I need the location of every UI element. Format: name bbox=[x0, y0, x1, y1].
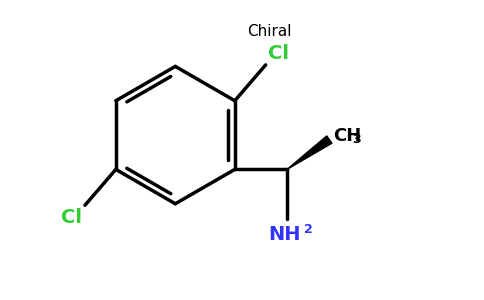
Text: Cl: Cl bbox=[268, 44, 288, 63]
Text: 2: 2 bbox=[304, 223, 313, 236]
Text: Cl: Cl bbox=[61, 208, 82, 227]
Text: NH: NH bbox=[268, 225, 301, 244]
Text: CH: CH bbox=[333, 127, 362, 145]
Text: 3: 3 bbox=[352, 133, 361, 146]
Text: Chiral: Chiral bbox=[247, 24, 291, 39]
Polygon shape bbox=[287, 136, 332, 170]
